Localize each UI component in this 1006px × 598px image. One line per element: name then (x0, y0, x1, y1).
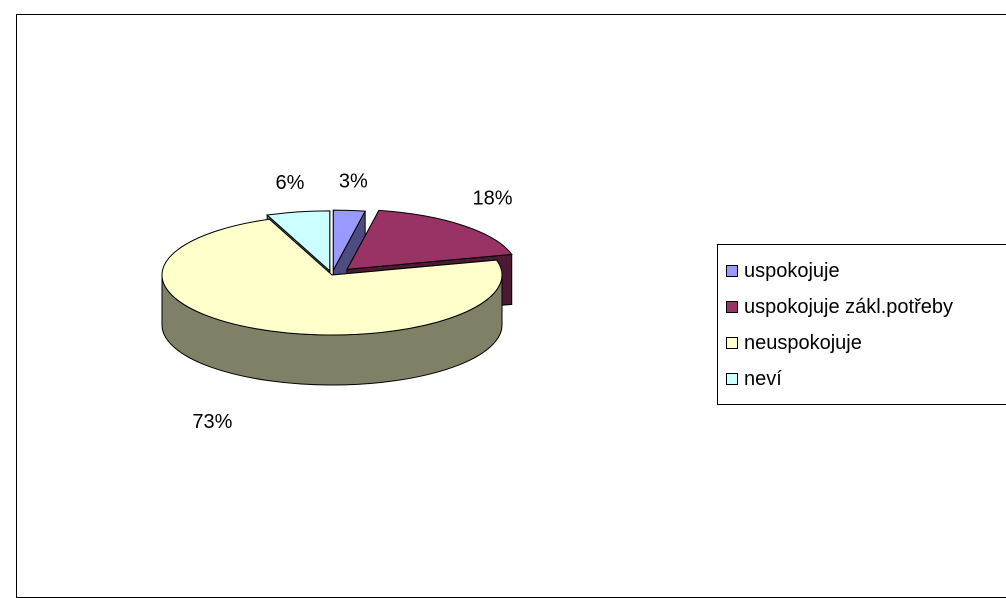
legend-swatch (726, 301, 738, 313)
legend-item-uspokojuje: uspokojuje (726, 253, 1006, 289)
legend-swatch (726, 337, 738, 349)
data-label-nevi: 6% (275, 172, 304, 194)
pie-slice-uspokojuje (332, 209, 366, 271)
legend-label: uspokojuje (744, 259, 840, 282)
legend-item-neuspokojuje: neuspokojuje (726, 325, 1006, 361)
legend-label: uspokojuje zákl.potřeby (744, 295, 954, 318)
pie-slice-uspokojuje-zakl-potreby (346, 209, 513, 270)
legend-label: neví (744, 367, 782, 390)
chart-area: 3% 18% 73% 6% uspokojuje uspokojuje zákl.po… (16, 14, 1006, 598)
data-label-uspokojuje-zakl-potreby: 18% (473, 188, 513, 210)
pie-slice-neuspokojuje (161, 218, 503, 336)
pie-slice-nevi (266, 210, 331, 272)
legend-swatch (726, 373, 738, 385)
data-label-neuspokojuje: 73% (192, 411, 232, 433)
pie-chart: 3% 18% 73% 6% (161, 170, 513, 433)
legend-item-nevi: neví (726, 361, 1006, 397)
legend: uspokojuje uspokojuje zákl.potřeby neusp… (717, 244, 1006, 405)
data-label-uspokojuje: 3% (339, 170, 368, 192)
legend-swatch (726, 265, 738, 277)
legend-item-uspokojuje-zakl-potreby: uspokojuje zákl.potřeby (726, 289, 1006, 325)
legend-label: neuspokojuje (744, 331, 862, 354)
